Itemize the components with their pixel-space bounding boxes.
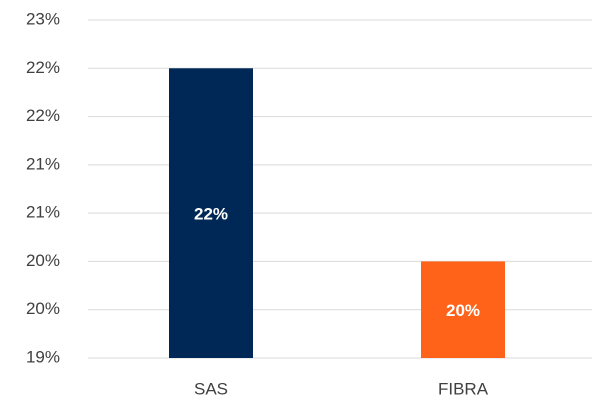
y-tick-label: 22% — [26, 106, 60, 125]
y-tick-label: 21% — [26, 154, 60, 173]
y-tick-label: 21% — [26, 203, 60, 222]
x-tick-label: SAS — [194, 379, 228, 398]
y-tick-label: 19% — [26, 347, 60, 366]
bar — [169, 68, 253, 359]
y-tick-label: 22% — [26, 58, 60, 77]
bar — [421, 261, 505, 358]
value-label: 22% — [194, 205, 228, 224]
y-tick-label: 23% — [26, 9, 60, 28]
y-tick-label: 20% — [26, 299, 60, 318]
y-tick-label: 20% — [26, 251, 60, 270]
x-tick-label: FIBRA — [438, 379, 489, 398]
value-label: 20% — [446, 301, 480, 320]
